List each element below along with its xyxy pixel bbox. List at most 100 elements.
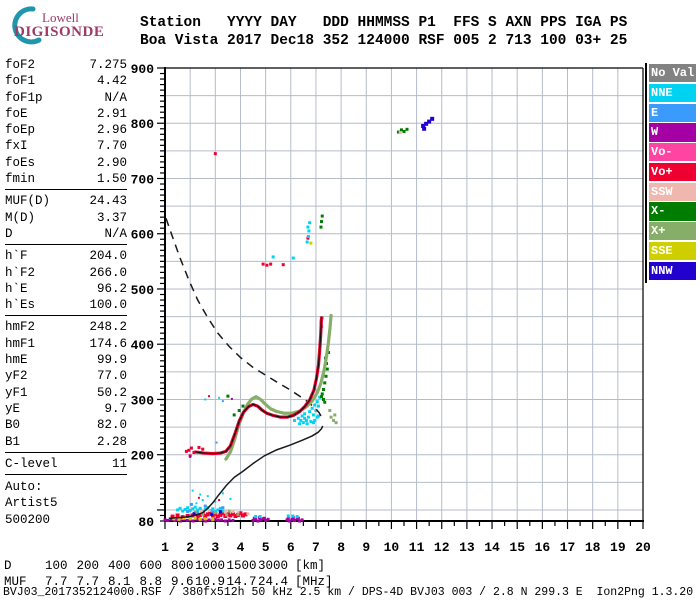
svg-text:500: 500	[131, 283, 155, 298]
scatter-f-left-blue	[215, 441, 218, 444]
echo-classification-legend: No Val NNE E W Vo- Vo+ SSW X- X+ SSE NNW	[649, 64, 696, 280]
header-column-values: Boa Vista 2017 Dec18 352 124000 RSF 005 …	[140, 33, 628, 49]
dmuf-value: 24.4	[257, 575, 288, 589]
scatter-es-navy	[192, 510, 222, 516]
legend-item-x-: X-	[649, 202, 696, 221]
param-value: 50.2	[96, 385, 127, 400]
scatter-hump-specks-cyan	[204, 396, 221, 401]
legend-item-x-: X+	[649, 222, 696, 241]
svg-text:13: 13	[459, 540, 475, 555]
param-value: 1.50	[96, 172, 127, 187]
param-row-B0: B0 82.0	[5, 417, 127, 433]
svg-text:2: 2	[186, 540, 194, 555]
scatter-hump-specks-red	[208, 395, 211, 398]
param-label: MUF(D)	[5, 194, 51, 209]
scatter-high-echo-nnw	[421, 116, 435, 131]
dmuf-unit: [km]	[295, 559, 326, 573]
dmuf-value: 1000	[194, 559, 225, 573]
param-label: foE	[5, 106, 28, 121]
param-value: 3.37	[96, 210, 127, 225]
param-label: foF1	[5, 74, 36, 89]
param-value: N/A	[104, 90, 127, 105]
dmuf-value: 400	[107, 559, 131, 573]
svg-text:700: 700	[131, 172, 155, 187]
scatter-xtrace-extra-green	[328, 409, 338, 425]
svg-text:9: 9	[362, 540, 370, 555]
scatter-es-noise-red	[197, 496, 221, 502]
svg-text:11: 11	[409, 540, 425, 555]
scatter-mid-noise-red	[213, 152, 310, 267]
svg-text:15: 15	[509, 540, 525, 555]
param-value: 4.42	[96, 74, 127, 89]
legend-item-nne: NNE	[649, 83, 696, 102]
param-group-1: MUF(D) 24.43 M(D) 3.37 D N/A	[5, 193, 127, 246]
param-row-foEs: foEs 2.90	[5, 155, 127, 171]
scatter-es-noise-cyan	[191, 489, 232, 505]
logo-text-lowell: Lowell	[42, 10, 79, 25]
param-row-D: D N/A	[5, 226, 127, 242]
svg-text:14: 14	[484, 540, 500, 555]
legend-item-sse: SSE	[649, 242, 696, 261]
param-label: fmin	[5, 172, 36, 187]
dmuf-value: 14.7	[226, 575, 257, 589]
param-label: fxI	[5, 139, 28, 154]
param-row-foF2: foF2 7.275	[5, 57, 127, 73]
dmuf-value: 100	[44, 559, 68, 573]
svg-text:6: 6	[287, 540, 295, 555]
legend-item-no-val: No Val	[649, 64, 696, 83]
param-label: foF2	[5, 58, 36, 72]
header-column-labels: Station YYYY DAY DDD HHMMSS P1 FFS S AXN…	[140, 15, 628, 31]
param-value: 2.28	[96, 434, 127, 449]
calculated-curves	[165, 218, 324, 519]
param-row-fmin: fmin 1.50	[5, 171, 127, 187]
param-value: 99.9	[96, 353, 127, 368]
param-label: hmF1	[5, 336, 36, 351]
scaled-parameters-panel: foF2 7.275 foF1 4.42 foF1p N/A foE 2.91 foEp 2.96…	[5, 57, 129, 528]
param-value: 11	[111, 456, 127, 471]
legend-divider	[645, 63, 647, 283]
true-height-profile	[168, 425, 324, 519]
param-value: 2.91	[96, 106, 127, 121]
scatter-high-echo-pink	[398, 131, 402, 135]
param-label: foEp	[5, 123, 36, 138]
param-group-3: hmF2 248.2 hmF1 174.6 hmE 99.9 yF2 77.0 yF1 50.2 y…	[5, 319, 127, 453]
dmuf-row-label: MUF	[4, 575, 27, 589]
scatter-mid-noise-cyan	[271, 221, 312, 260]
param-value: 7.70	[96, 139, 127, 154]
measurement-header: Station YYYY DAY DDD HHMMSS P1 FFS S AXN…	[140, 14, 627, 50]
echo-scatter	[163, 116, 435, 523]
dmuf-value: 10.9	[194, 575, 225, 589]
svg-text:5: 5	[262, 540, 270, 555]
param-label: D	[5, 226, 13, 241]
svg-text:16: 16	[535, 540, 551, 555]
svg-text:18: 18	[585, 540, 601, 555]
param-row-B1: B1 2.28	[5, 434, 127, 450]
dmuf-value: 8.1	[107, 575, 131, 589]
param-value: 204.0	[89, 249, 127, 264]
param-value: 96.2	[96, 281, 127, 296]
param-group-0: foF2 7.275 foF1 4.42 foF1p N/A foE 2.91 foEp 2.96…	[5, 57, 127, 191]
param-label: foEs	[5, 155, 36, 170]
scatter-f-left-purple	[189, 455, 192, 458]
param-value: 2.96	[96, 123, 127, 138]
scatter-hump-specks-purple	[230, 397, 233, 400]
scatter-high-echo-green	[396, 127, 409, 134]
logo-arc-icon	[12, 6, 42, 45]
param-label: foF1p	[5, 90, 43, 105]
scatter-hump-specks-green	[226, 394, 245, 417]
autoscaling-line: Auto:	[5, 480, 43, 495]
param-label: yF1	[5, 385, 28, 400]
dmuf-value: 1500	[226, 559, 257, 573]
param-label: h`F	[5, 249, 28, 264]
param-value: 9.7	[104, 401, 127, 416]
param-row-hmF1: hmF1 174.6	[5, 336, 127, 352]
param-value: 7.275	[89, 58, 127, 72]
logo-text-digisonde: DIGISONDE	[14, 24, 105, 40]
scatter-mid-noise-yellow	[309, 241, 313, 245]
svg-text:12: 12	[434, 540, 450, 555]
transmission-curve	[165, 218, 323, 418]
param-row-foF1: foF1 4.42	[5, 73, 127, 89]
dmuf-row-d: D 100 200 400 600 800 1000 1500 3000 [km]	[4, 558, 333, 574]
